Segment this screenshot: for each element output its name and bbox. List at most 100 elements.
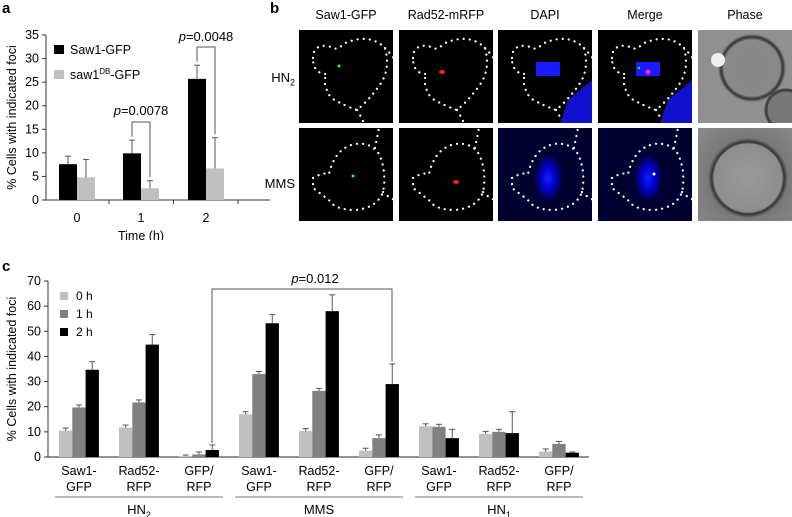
bar-Saw1-GFP-2 xyxy=(188,78,206,200)
x-tick-label: RFP xyxy=(487,480,512,494)
bar-2h-3 xyxy=(265,323,279,457)
bar-saw1-0 xyxy=(77,177,95,200)
legend-swatch xyxy=(54,45,64,54)
group-label: HN2 xyxy=(127,502,151,517)
bar-saw1-2 xyxy=(206,168,224,200)
micrograph-phase-hn xyxy=(698,30,792,123)
bar-2h-4 xyxy=(325,311,339,457)
row-label-subscript: 2 xyxy=(289,77,295,88)
row-label-text: HN xyxy=(271,70,290,85)
panel-label-c: c xyxy=(2,258,11,275)
x-tick-label: RFP xyxy=(187,480,212,494)
row-label: HN2 xyxy=(255,70,295,88)
bar-0h-3 xyxy=(239,414,253,457)
bar-1h-4 xyxy=(312,390,326,457)
x-tick-label: RFP xyxy=(547,480,572,494)
legend-swatch xyxy=(60,328,68,336)
y-tick-label: 20 xyxy=(25,99,39,113)
legend-swatch xyxy=(54,70,64,79)
y-tick-label: 30 xyxy=(27,375,41,389)
x-tick-label: 0 xyxy=(74,211,81,225)
significance-bracket xyxy=(131,121,151,178)
bar-0h-2 xyxy=(179,456,193,457)
bar-2h-5 xyxy=(385,384,399,457)
legend-label: 0 h xyxy=(76,289,93,303)
micrograph-saw1-gfp-mms xyxy=(299,128,393,221)
micrograph-phase-mms xyxy=(698,128,792,221)
x-tick-label: GFP xyxy=(246,480,272,494)
x-axis-label: Time (h) xyxy=(118,229,164,240)
y-tick-label: 0 xyxy=(32,193,39,207)
y-tick-label: 5 xyxy=(32,169,39,183)
significance-bracket xyxy=(211,288,393,444)
y-tick-label: 35 xyxy=(25,28,39,42)
bar-0h-0 xyxy=(59,430,73,457)
x-tick-label: Saw1- xyxy=(61,464,96,478)
bar-Saw1-GFP-0 xyxy=(59,164,77,200)
legend-swatch xyxy=(60,292,68,300)
legend-label: Saw1-GFP xyxy=(70,43,131,57)
bar-1h-5 xyxy=(372,438,386,457)
bar-Saw1-GFP-1 xyxy=(123,153,141,200)
panel-label-b: b xyxy=(270,0,280,17)
column-header: DAPI xyxy=(530,8,560,22)
bar-1h-7 xyxy=(492,431,506,457)
bar-2h-2 xyxy=(205,449,219,457)
x-tick-label: Rad52- xyxy=(299,464,340,478)
micrograph-merge-hn xyxy=(598,30,692,123)
bar-0h-5 xyxy=(359,450,373,457)
column-header: Rad52-mRFP xyxy=(407,8,485,22)
column-header: Saw1-GFP xyxy=(315,8,377,22)
y-tick-label: 15 xyxy=(25,122,39,136)
x-tick-label: RFP xyxy=(307,480,332,494)
group-label: HN1 xyxy=(487,502,511,517)
legend-label: saw1DB-GFP xyxy=(70,67,140,82)
x-tick-label: RFP xyxy=(367,480,392,494)
y-tick-label: 25 xyxy=(25,75,39,89)
p-value-label: p=0.0048 xyxy=(178,29,234,44)
bar-saw1-1 xyxy=(141,188,159,200)
bar-1h-1 xyxy=(132,402,146,457)
bar-0h-4 xyxy=(299,431,313,457)
column-header: Merge xyxy=(627,8,663,22)
group-label: MMS xyxy=(304,502,335,517)
bar-1h-3 xyxy=(252,374,266,457)
bar-2h-7 xyxy=(505,433,519,457)
micrograph-rad52-mrfp-mms xyxy=(399,128,493,221)
x-tick-label: GFP/ xyxy=(184,464,214,478)
x-tick-label: GFP xyxy=(426,480,452,494)
bar-2h-1 xyxy=(145,344,159,457)
micrograph-saw1-gfp-hn xyxy=(299,30,393,123)
bar-0h-6 xyxy=(419,426,433,457)
chart-a: 0 5 10 15 20 25 30 35 0 1 2 Time (h) % Cells with in… xyxy=(5,28,270,240)
x-tick-label: GFP xyxy=(66,480,92,494)
x-tick-label: Rad52- xyxy=(119,464,160,478)
bar-0h-8 xyxy=(539,451,553,457)
x-tick-label: 1 xyxy=(138,211,145,225)
x-tick-label: GFP/ xyxy=(544,464,574,478)
bar-2h-8 xyxy=(565,452,579,457)
y-axis-label: % Cells with indicated foci xyxy=(5,45,19,190)
row-label-text: MMS xyxy=(264,176,295,191)
bar-1h-6 xyxy=(432,426,446,457)
legend-label: 2 h xyxy=(76,325,93,339)
bar-1h-0 xyxy=(72,407,86,457)
x-tick-label: Rad52- xyxy=(479,464,520,478)
bar-0h-1 xyxy=(119,427,133,457)
y-axis-label: % Cells with indicated foci xyxy=(5,297,19,442)
bar-2h-6 xyxy=(445,438,459,457)
y-tick-label: 60 xyxy=(27,299,41,313)
column-header: Phase xyxy=(727,8,763,22)
x-tick-label: RFP xyxy=(127,480,152,494)
micrograph-dapi-hn xyxy=(498,30,592,123)
x-tick-label: 2 xyxy=(203,211,210,225)
bar-1h-8 xyxy=(552,443,566,457)
y-tick-label: 50 xyxy=(27,324,41,338)
legend-label: 1 h xyxy=(76,307,93,321)
bar-0h-7 xyxy=(479,433,493,457)
y-tick-label: 0 xyxy=(34,450,41,464)
bar-2h-0 xyxy=(85,369,99,457)
x-tick-label: GFP/ xyxy=(364,464,394,478)
